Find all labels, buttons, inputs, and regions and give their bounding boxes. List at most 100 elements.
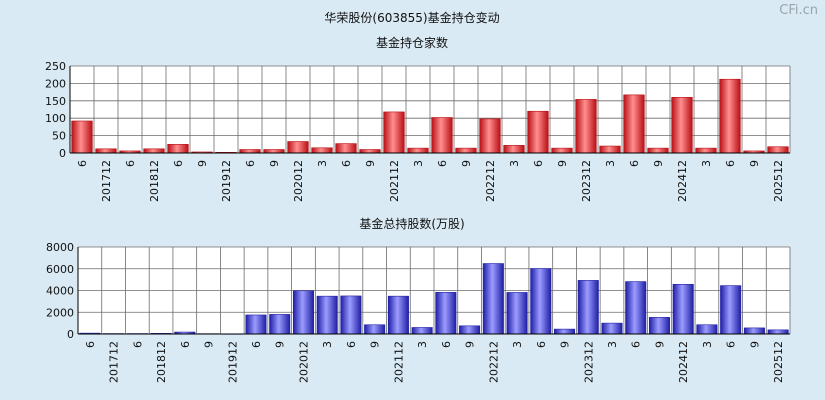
bar (316, 295, 338, 335)
bar (695, 147, 717, 154)
bar (599, 145, 621, 154)
chart-title: 基金持仓家数 (376, 35, 448, 50)
chart-title: 基金总持股数(万股) (359, 216, 464, 231)
x-tick-label: 6 (124, 160, 137, 167)
x-tick-label: 202412 (676, 160, 689, 202)
x-tick-label: 202212 (487, 341, 500, 383)
y-tick-label: 4000 (46, 285, 74, 298)
x-tick-label: 202012 (297, 341, 310, 383)
bar (719, 78, 741, 154)
x-tick-label: 3 (321, 341, 334, 348)
x-tick-label: 6 (535, 341, 548, 348)
x-tick-label: 9 (464, 341, 477, 348)
y-tick-label: 200 (45, 77, 66, 90)
bar (431, 117, 453, 154)
x-tick-label: 3 (606, 341, 619, 348)
bar (383, 111, 405, 154)
x-tick-label: 6 (340, 160, 353, 167)
holding-count-chart: 0 50 100 150 200 250 6 201712 6 201812 6 9 201912 6 9 2… (45, 35, 791, 202)
x-tick-label: 9 (559, 341, 572, 348)
total-shares-chart: 0 2000 4000 6000 8000 6 201712 6 201812 6 9 201912 6… (46, 216, 791, 383)
bar (551, 147, 573, 154)
x-tick-label: 6 (76, 160, 89, 167)
bar (672, 284, 694, 335)
y-tick-label: 50 (52, 130, 66, 143)
y-tick-label: 250 (45, 60, 66, 73)
bar (245, 314, 267, 335)
x-tick-label: 3 (511, 341, 524, 348)
y-tick-label: 100 (45, 112, 66, 125)
bar (435, 292, 457, 335)
bar (575, 99, 597, 154)
bar (364, 324, 386, 335)
bar (407, 147, 429, 154)
x-tick-label: 202112 (388, 160, 401, 202)
x-tick-label: 6 (131, 341, 144, 348)
bar (71, 120, 93, 154)
y-tick-label: 8000 (46, 241, 74, 254)
x-tick-label: 202112 (392, 341, 405, 383)
x-tick-label: 3 (508, 160, 521, 167)
y-tick-label: 6000 (46, 263, 74, 276)
x-tick-label: 9 (653, 341, 666, 348)
x-tick-label: 9 (268, 160, 281, 167)
y-tick-label: 0 (67, 328, 74, 341)
bar (143, 148, 165, 154)
x-tick-label: 9 (460, 160, 473, 167)
y-tick-label: 0 (59, 147, 66, 160)
bar (648, 317, 670, 335)
bar (479, 118, 501, 154)
bar (601, 322, 623, 335)
x-tick-label: 6 (436, 160, 449, 167)
x-tick-label: 9 (369, 341, 382, 348)
bar (311, 147, 333, 154)
x-tick-label: 9 (652, 160, 665, 167)
bar (720, 285, 742, 335)
bar (767, 329, 789, 335)
bar (527, 110, 549, 154)
x-tick-label: 3 (701, 341, 714, 348)
bar (269, 314, 291, 335)
x-tick-label: 202312 (580, 160, 593, 202)
bar (554, 328, 576, 335)
x-tick-label: 9 (203, 341, 216, 348)
bar (503, 145, 525, 154)
bar (287, 141, 309, 154)
bar (239, 149, 261, 154)
x-tick-label: 202412 (677, 341, 690, 383)
y-tick-label: 150 (45, 95, 66, 108)
x-tick-label: 201912 (226, 341, 239, 383)
bar (506, 292, 528, 335)
bar (292, 290, 314, 335)
x-tick-label: 201712 (108, 341, 121, 383)
bar (647, 147, 669, 154)
x-tick-label: 3 (412, 160, 425, 167)
x-tick-label: 6 (630, 341, 643, 348)
bar (696, 324, 718, 335)
x-tick-label: 6 (244, 160, 257, 167)
x-tick-label: 201912 (220, 160, 233, 202)
x-tick-label: 6 (250, 341, 263, 348)
x-tick-label: 202312 (582, 341, 595, 383)
x-tick-label: 202512 (772, 160, 785, 202)
x-tick-label: 9 (274, 341, 287, 348)
bar (767, 146, 789, 154)
x-tick-label: 6 (179, 341, 192, 348)
bar (455, 147, 477, 154)
x-tick-label: 202212 (484, 160, 497, 202)
x-tick-label: 6 (532, 160, 545, 167)
x-tick-label: 9 (364, 160, 377, 167)
bar (743, 327, 765, 335)
bar (359, 149, 381, 154)
x-tick-label: 3 (416, 341, 429, 348)
bar (95, 148, 117, 154)
bar (459, 325, 481, 335)
bar (625, 281, 647, 335)
x-tick-label: 6 (345, 341, 358, 348)
y-tick-label: 2000 (46, 306, 74, 319)
x-tick-label: 202012 (292, 160, 305, 202)
bar (411, 327, 433, 335)
bar (340, 295, 362, 335)
x-tick-label: 9 (748, 341, 761, 348)
